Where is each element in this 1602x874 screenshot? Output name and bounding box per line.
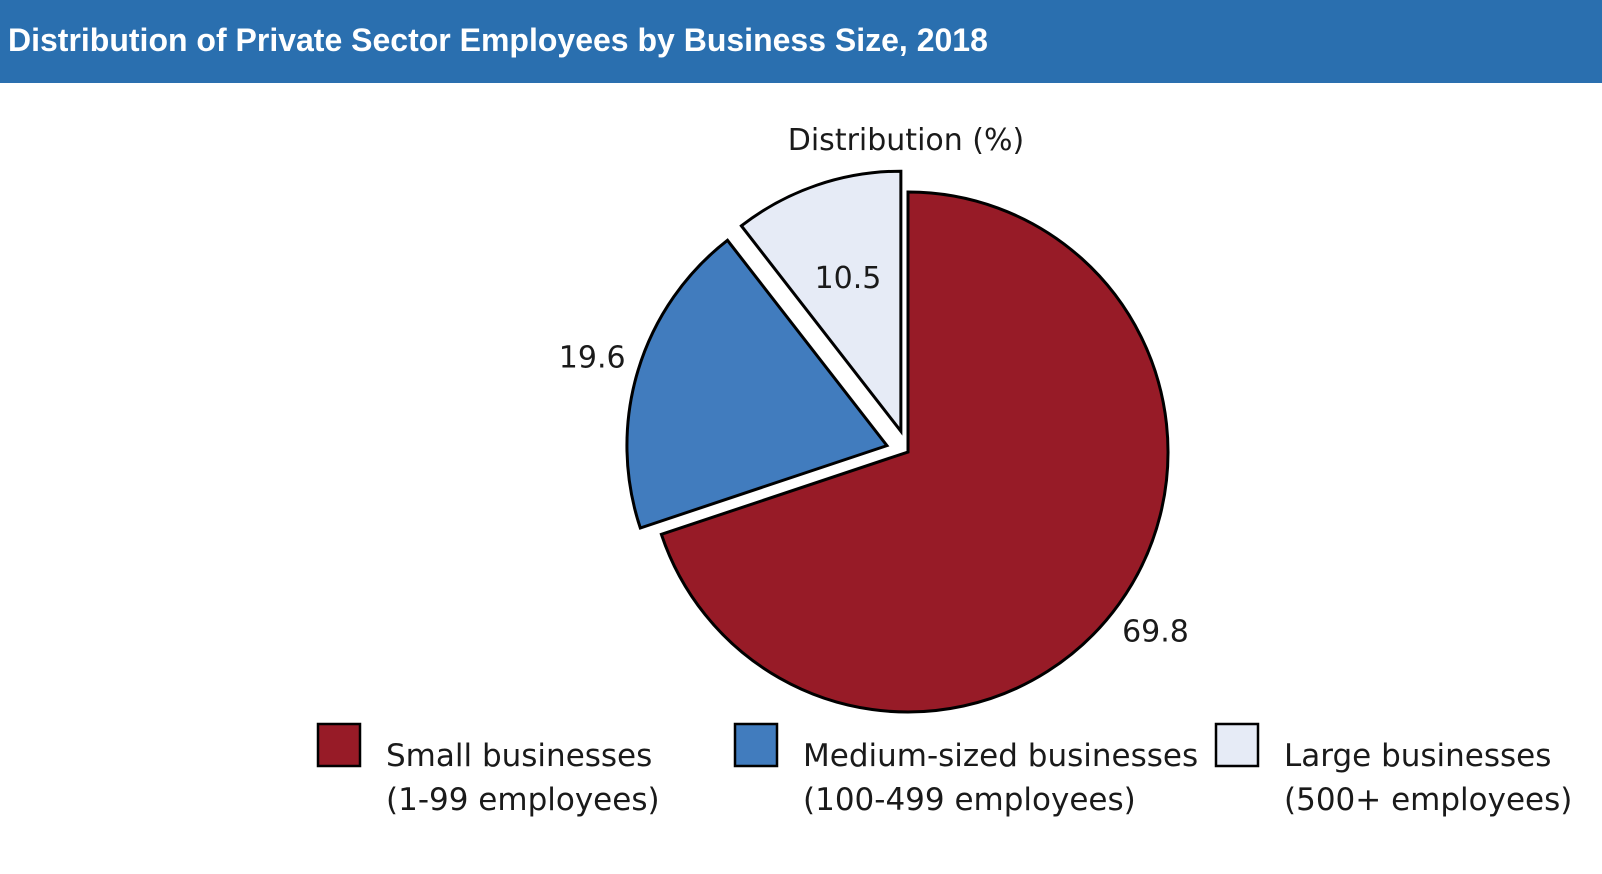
legend: Small businesses (1-99 employees) Medium-s… (316, 722, 1572, 818)
legend-label-3-line-2: (500+ employees) (1284, 782, 1572, 818)
legend-label-2-line-2: (100-499 employees) (803, 782, 1136, 818)
pie-slice-3 (739, 169, 903, 436)
pie-slices (625, 169, 1170, 714)
legend-label-3-line-1: Large businesses (1284, 738, 1551, 774)
chart-subtitle: Distribution (%) (788, 123, 1024, 158)
pie-data-label-3: 10.5 (815, 261, 882, 296)
legend-swatch-3 (1214, 722, 1260, 768)
pie-data-label-2: 19.6 (559, 340, 626, 375)
legend-label-1-line-1: Small businesses (386, 738, 652, 774)
legend-item-3: Large businesses (500+ employees) (1214, 722, 1572, 818)
chart-title: Distribution of Private Sector Employees… (8, 22, 988, 58)
pie-data-label-1: 69.8 (1122, 614, 1189, 649)
legend-item-1: Small businesses (1-99 employees) (316, 722, 660, 818)
legend-swatch-1 (316, 722, 362, 768)
legend-swatch-2 (733, 722, 779, 768)
pie-slice-2 (625, 238, 890, 530)
pie-slice-1 (659, 190, 1170, 714)
pie-data-labels: 69.8 19.6 10.5 (559, 261, 1189, 649)
legend-item-2: Medium-sized businesses (100-499 employee… (733, 722, 1198, 818)
legend-label-1-line-2: (1-99 employees) (386, 782, 660, 818)
legend-label-2-line-1: Medium-sized businesses (803, 738, 1198, 774)
chart-header: Distribution of Private Sector Employees… (0, 0, 1602, 83)
